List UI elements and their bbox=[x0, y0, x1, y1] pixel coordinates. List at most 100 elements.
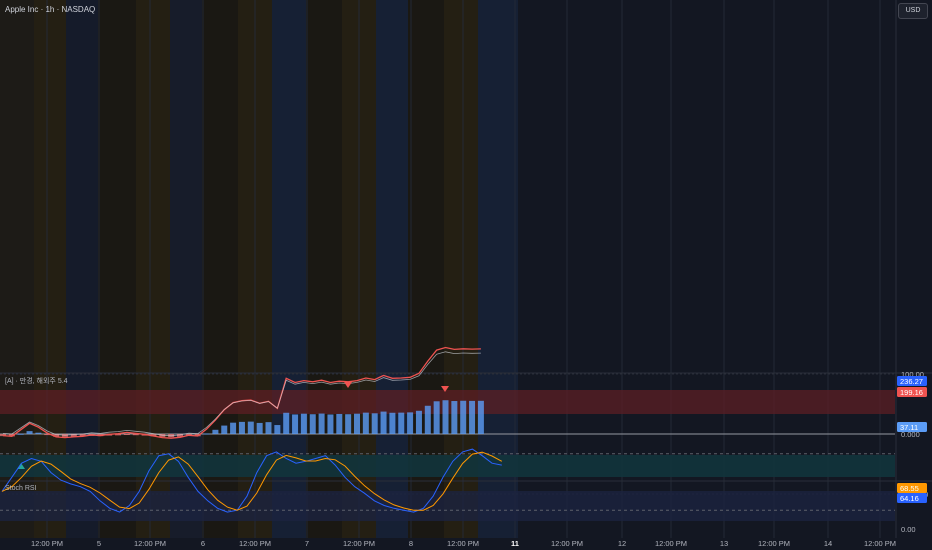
stoch-rsi-label: Stoch RSI bbox=[5, 485, 37, 492]
session-band bbox=[272, 0, 306, 538]
macd-histogram-bar bbox=[327, 414, 334, 434]
session-band bbox=[66, 0, 98, 538]
macd-value-label: 199.16 bbox=[900, 388, 923, 397]
macd-histogram-bar bbox=[398, 412, 405, 434]
session-band bbox=[376, 0, 408, 538]
time-tick-label: 12:00 PM bbox=[134, 539, 166, 548]
macd-histogram-bar bbox=[123, 434, 130, 435]
macd-histogram-bar bbox=[433, 401, 440, 434]
session-band bbox=[408, 0, 444, 538]
macd-histogram-bar bbox=[238, 421, 245, 434]
currency-button[interactable]: USD bbox=[898, 3, 928, 19]
time-tick-label: 6 bbox=[201, 539, 205, 548]
stoch-value-badge bbox=[897, 493, 927, 503]
macd-histogram-bar bbox=[79, 434, 86, 437]
time-tick-label: 11 bbox=[511, 539, 519, 548]
macd-histogram-bar bbox=[132, 434, 139, 436]
macd-histogram-bar bbox=[451, 401, 458, 434]
time-tick-label: 14 bbox=[824, 539, 832, 548]
symbol-header: Apple Inc · 1h · NASDAQ bbox=[5, 5, 96, 14]
macd-histogram-bar bbox=[292, 414, 299, 434]
time-tick-label: 12:00 PM bbox=[864, 539, 896, 548]
macd-histogram-bar bbox=[336, 413, 343, 434]
macd-value-badge bbox=[897, 422, 927, 432]
macd-histogram-bar bbox=[212, 429, 219, 434]
macd-band bbox=[0, 455, 895, 477]
session-band bbox=[444, 0, 478, 538]
macd-histogram-bar bbox=[309, 414, 316, 434]
macd-histogram-bar bbox=[380, 411, 387, 434]
time-tick-label: 12:00 PM bbox=[239, 539, 271, 548]
macd-histogram-bar bbox=[256, 422, 263, 434]
session-band bbox=[34, 0, 66, 538]
macd-histogram-bar bbox=[424, 405, 431, 434]
stoch-tick-label: 0.00 bbox=[901, 525, 916, 534]
macd-histogram-bar bbox=[26, 431, 33, 434]
session-band bbox=[202, 0, 238, 538]
macd-histogram-bar bbox=[407, 412, 414, 434]
macd-tick-label: 100.00 bbox=[901, 370, 924, 379]
macd-histogram-bar bbox=[415, 410, 422, 434]
macd-histogram-bar bbox=[44, 434, 51, 436]
macd-histogram-bar bbox=[17, 433, 24, 435]
macd-histogram-bar bbox=[362, 412, 369, 434]
stoch-d-line bbox=[1, 451, 503, 511]
time-tick-label: 12:00 PM bbox=[655, 539, 687, 548]
macd-histogram-bar bbox=[477, 400, 484, 434]
session-band bbox=[98, 0, 136, 538]
sell-marker bbox=[441, 386, 449, 392]
macd-histogram-bar bbox=[8, 434, 15, 437]
macd-histogram-bar bbox=[460, 400, 467, 434]
macd-histogram-bar bbox=[371, 413, 378, 434]
macd-histogram-bar bbox=[115, 434, 122, 436]
macd-histogram-bar bbox=[354, 413, 360, 434]
macd-histogram-bar bbox=[274, 425, 281, 434]
macd-histogram-bar bbox=[442, 400, 449, 434]
macd-histogram-bar bbox=[247, 421, 254, 434]
time-tick-label: 7 bbox=[305, 539, 309, 548]
macd-histogram-bar bbox=[194, 434, 201, 437]
stoch-value-label: 68.55 bbox=[900, 484, 919, 493]
session-band bbox=[0, 0, 34, 538]
macd-histogram-bar bbox=[389, 412, 396, 434]
macd-histogram-bar bbox=[265, 422, 272, 434]
stoch-band bbox=[0, 491, 895, 521]
macd-value-label: 236.27 bbox=[900, 377, 923, 386]
session-band bbox=[170, 0, 202, 538]
macd-value-badge bbox=[897, 376, 927, 386]
macd-histogram-bar bbox=[469, 400, 476, 434]
stoch-value-badge bbox=[897, 483, 927, 493]
session-band bbox=[136, 0, 170, 538]
macd-histogram-bar bbox=[345, 414, 352, 434]
time-axis-background bbox=[0, 538, 932, 550]
time-tick-label: 12 bbox=[618, 539, 626, 548]
time-tick-label: 13 bbox=[720, 539, 728, 548]
macd-histogram-bar bbox=[283, 412, 290, 434]
macd-indicator-label: [A] · 만경, 해외주 5.4 bbox=[5, 378, 68, 385]
macd-histogram-bar bbox=[70, 434, 77, 437]
time-tick-label: 5 bbox=[97, 539, 101, 548]
macd-histogram-bar bbox=[35, 432, 42, 434]
time-tick-label: 12:00 PM bbox=[447, 539, 479, 548]
macd-histogram-bar bbox=[150, 434, 157, 437]
macd-histogram-bar bbox=[177, 434, 183, 437]
macd-histogram-bar bbox=[53, 434, 60, 437]
session-band bbox=[306, 0, 342, 538]
macd-histogram-bar bbox=[203, 433, 210, 435]
time-tick-label: 12:00 PM bbox=[551, 539, 583, 548]
macd-histogram-bar bbox=[230, 422, 237, 434]
macd-histogram-bar bbox=[300, 413, 307, 434]
time-tick-label: 12:00 PM bbox=[31, 539, 63, 548]
sell-marker bbox=[344, 382, 352, 388]
macd-histogram-bar bbox=[318, 413, 325, 434]
time-tick-label: 12:00 PM bbox=[758, 539, 790, 548]
time-tick-label: 12:00 PM bbox=[343, 539, 375, 548]
session-band bbox=[478, 0, 518, 538]
macd-tick-label: 0.000 bbox=[901, 430, 920, 439]
macd-histogram-bar bbox=[0, 434, 6, 437]
macd-value-badge bbox=[897, 387, 927, 397]
macd-value-label: 37.11 bbox=[900, 423, 918, 432]
macd-histogram-bar bbox=[221, 425, 228, 434]
time-tick-label: 8 bbox=[409, 539, 413, 548]
